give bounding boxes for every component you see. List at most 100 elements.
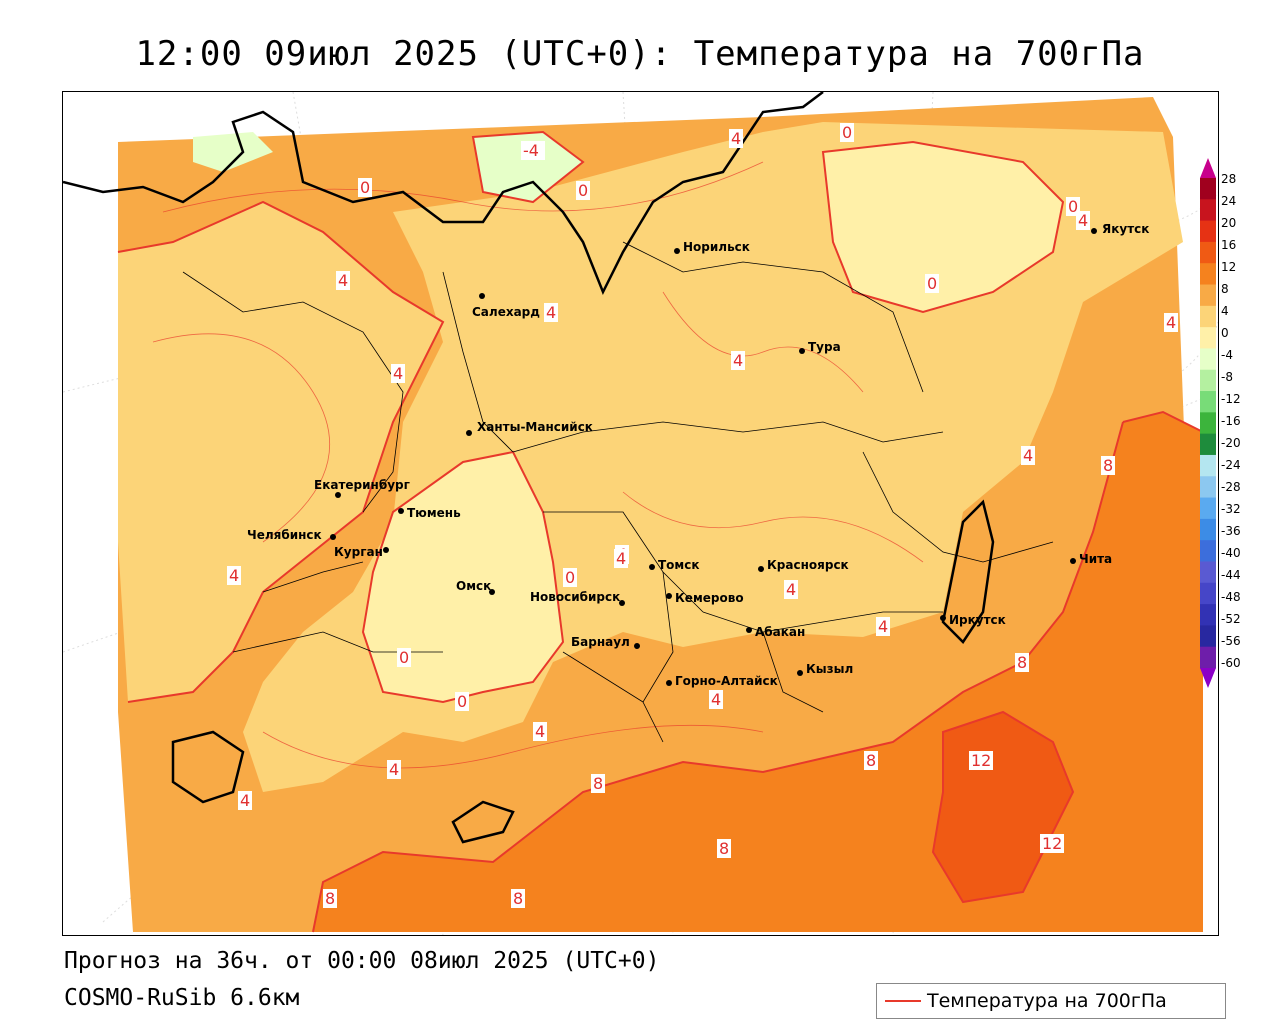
isotherm-label-bg	[511, 889, 525, 908]
isotherm-label-bg	[563, 568, 577, 587]
city-marker	[335, 492, 341, 498]
city-label: Тюмень	[407, 506, 461, 520]
city-marker	[398, 508, 404, 514]
city-label: Ханты-Мансийск	[477, 420, 593, 434]
colorbar-segment	[1200, 412, 1216, 435]
isotherm-label: 0	[360, 178, 370, 197]
zone-12-16	[933, 712, 1073, 902]
zone-below-0-omsk	[363, 452, 563, 702]
city-marker	[674, 248, 680, 254]
isotherm-label: 4	[878, 617, 888, 636]
legend: Температура на 700гПа	[876, 983, 1226, 1019]
isotherm-label-bg	[358, 178, 372, 197]
zone-below-0-north	[823, 142, 1063, 312]
isotherm-label-bg	[925, 274, 939, 293]
isotherm-label: 8	[866, 751, 876, 770]
colorbar-tick-label: -24	[1221, 458, 1241, 472]
city-marker	[666, 593, 672, 599]
city-marker	[649, 564, 655, 570]
colorbar-segment	[1200, 305, 1216, 328]
city-marker	[666, 680, 672, 686]
isotherm-label-bg	[391, 364, 405, 383]
zone-0-4-west	[118, 202, 443, 702]
temperature-map: Норильск Якутск Салехард Тура Ханты-Мансийск…	[63, 92, 1218, 935]
colorbar-segment	[1200, 454, 1216, 477]
city-marker	[746, 627, 752, 633]
colorbar-segment	[1200, 518, 1216, 541]
colorbar-tick-label: 16	[1221, 238, 1237, 252]
isotherm-label: 4	[711, 690, 721, 709]
isotherm-label-bg	[544, 303, 558, 322]
isotherm-label-bg	[969, 751, 993, 770]
colorbar-tick-label: -20	[1221, 436, 1241, 450]
colorbar-tick-label: -36	[1221, 524, 1241, 538]
colorbar-segment	[1200, 220, 1216, 243]
isotherm-label-bg	[1040, 834, 1064, 853]
city-label: Норильск	[683, 240, 750, 254]
city-marker	[758, 566, 764, 572]
colorbar-tick-label: -28	[1221, 480, 1241, 494]
isotherm-label-bg	[455, 692, 469, 711]
isotherm-label-bg	[1101, 456, 1115, 475]
colorbar-segment	[1200, 327, 1216, 349]
city-marker	[799, 348, 805, 354]
colorbar-tick-label: 28	[1221, 172, 1237, 186]
isotherm-label-bg	[729, 129, 743, 148]
colorbar-segment	[1200, 348, 1216, 371]
colorbar-tick-label: -48	[1221, 590, 1241, 604]
colorbar-segment	[1200, 391, 1216, 413]
colorbar-tick-label: -40	[1221, 546, 1241, 560]
isotherm-label-bg	[323, 889, 337, 908]
colorbar-segment	[1200, 178, 1216, 200]
isotherm-label: 8	[1017, 653, 1027, 672]
forecast-info: Прогноз на 36ч. от 00:00 08июл 2025 (UTC…	[64, 948, 660, 974]
map-panel: Норильск Якутск Салехард Тура Ханты-Мансийск…	[62, 91, 1219, 936]
city-label: Салехард	[472, 305, 540, 319]
legend-line-swatch	[885, 1000, 921, 1002]
isotherm-label: 4	[240, 791, 250, 810]
isotherm-label: 0	[578, 181, 588, 200]
isotherm-label-bg	[717, 839, 731, 858]
colorbar-segment	[1200, 561, 1216, 584]
isotherm-label: 12	[1042, 834, 1062, 853]
isotherm-label: 4	[786, 580, 796, 599]
isotherm-label-bg	[1164, 313, 1178, 332]
isotherm-label: 4	[546, 303, 556, 322]
city-marker	[634, 643, 640, 649]
isotherm-label: 0	[842, 123, 852, 142]
city-marker	[940, 615, 946, 621]
isotherm-label-bg	[336, 271, 350, 290]
isotherm-label: 0	[399, 648, 409, 667]
city-label: Якутск	[1102, 222, 1149, 236]
colorbar-tick-label: 0	[1221, 326, 1229, 340]
colorbar-segment	[1200, 199, 1216, 222]
city-label: Тура	[808, 340, 841, 354]
isotherm-label: 0	[457, 692, 467, 711]
colorbar-segment	[1200, 476, 1216, 499]
colorbar-segment	[1200, 604, 1216, 626]
city-label: Курган	[334, 545, 383, 559]
city-marker	[466, 430, 472, 436]
isotherm-label: 4	[389, 760, 399, 779]
isotherm-label-bg	[1015, 653, 1029, 672]
colorbar-tick-label: 24	[1221, 194, 1237, 208]
city-label: Новосибирск	[530, 590, 620, 604]
city-label: Кемерово	[675, 591, 744, 605]
colorbar-bottom-arrow	[1200, 668, 1216, 688]
isotherm-label-bg	[521, 141, 545, 160]
city-label: Абакан	[755, 625, 805, 639]
colorbar-tick-label: 8	[1221, 282, 1229, 296]
isotherm-label-bg	[784, 580, 798, 599]
city-label: Челябинск	[247, 528, 322, 542]
model-info: COSMO-RuSib 6.6км	[64, 985, 300, 1011]
colorbar-tick-label: -12	[1221, 392, 1241, 406]
colorbar-tick-label: -60	[1221, 656, 1241, 670]
colorbar-segment	[1200, 582, 1216, 605]
colorbar-tick-label: 20	[1221, 216, 1237, 230]
city-label: Екатеринбург	[314, 478, 410, 492]
isotherm-lines	[117, 130, 1204, 933]
colorbar-top-arrow	[1200, 158, 1216, 178]
colorbar-segment	[1200, 433, 1216, 456]
colorbar-tick-label: 12	[1221, 260, 1237, 274]
colorbar-segment	[1200, 284, 1216, 307]
